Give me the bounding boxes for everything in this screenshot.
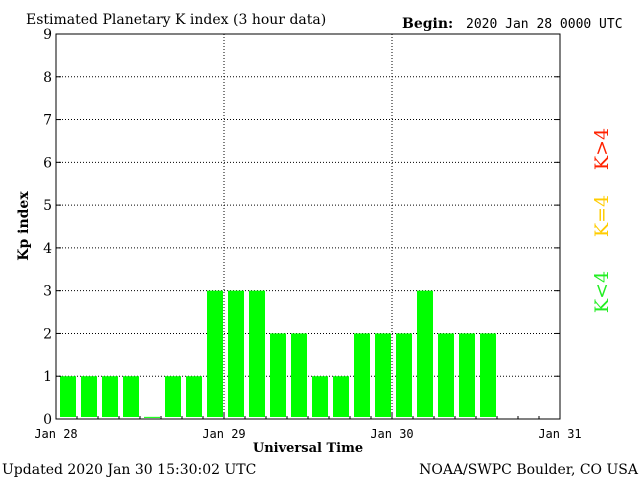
kp-bar [270,333,286,417]
kp-bar [60,376,76,417]
y-tick-label: 3 [43,284,52,300]
updated-timestamp: Updated 2020 Jan 30 15:30:02 UTC [2,462,256,478]
y-tick-label: 4 [43,241,52,257]
legend-k-gt-4: K>4 [591,128,613,170]
kp-bar [186,376,202,417]
kp-bar [123,376,139,417]
kp-bar [291,333,307,417]
y-tick-label: 5 [43,198,52,214]
kp-bar [396,333,412,417]
x-ticks: Jan 28 Jan 29 Jan 30 Jan 31 [34,413,582,441]
y-tick-label: 1 [43,369,52,385]
kp-bar [312,376,328,417]
kp-bar [207,290,223,417]
kp-bar [480,333,496,417]
credit-text: NOAA/SWPC Boulder, CO USA [419,462,639,478]
kp-bar [459,333,475,417]
y-tick-label: 8 [43,70,52,86]
x-tick-label: Jan 31 [538,427,581,441]
kp-bar [228,290,244,417]
y-tick-label: 7 [43,113,52,129]
kp-bar [165,376,181,417]
kp-bar [438,333,454,417]
x-tick-label: Jan 28 [34,427,77,441]
plot-area [55,33,561,420]
begin-label: Begin: [402,16,453,32]
y-ticks: 0 1 2 3 4 5 6 7 8 9 [43,27,560,428]
y-axis-label: Kp index [16,191,32,261]
y-tick-label: 9 [43,27,52,43]
kp-bar [375,333,391,417]
kp-bar [144,416,160,418]
y-tick-label: 6 [43,155,52,171]
chart-title: Estimated Planetary K index (3 hour data… [26,12,326,28]
kp-bar [417,290,433,417]
x-axis-label: Universal Time [253,441,363,456]
kp-bar [81,376,97,417]
kp-bar [102,376,118,417]
legend-k-lt-4: K<4 [591,271,613,313]
x-tick-label: Jan 29 [202,427,245,441]
kp-bar [354,333,370,417]
y-tick-label: 2 [43,326,52,342]
bars [60,290,496,418]
begin-value: 2020 Jan 28 0000 UTC [466,17,623,32]
grid-lines [56,34,560,419]
legend-k-eq-4: K=4 [591,195,613,237]
y-tick-label: 0 [43,412,52,428]
kp-bar [333,376,349,417]
x-tick-label: Jan 30 [370,427,413,441]
kp-bar [249,290,265,417]
